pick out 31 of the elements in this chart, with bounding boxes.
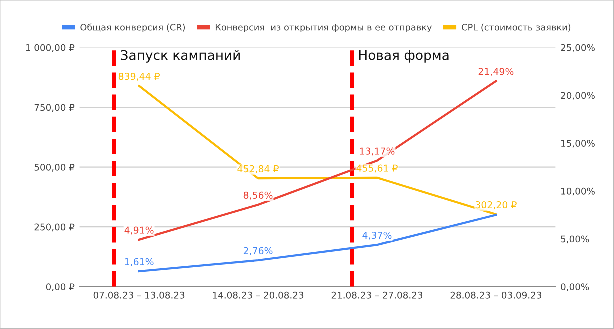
data-label: 302,20 ₽ (476, 201, 517, 210)
y2-tick-label: 5,00% (561, 236, 590, 244)
data-label: 455,61 ₽ (356, 164, 398, 173)
data-label: 839,44 ₽ (118, 72, 160, 82)
x-tick-label: 07.08.23 – 13.08.23 (94, 292, 185, 299)
x-tick-label: 21.08.23 – 27.08.23 (332, 292, 423, 299)
data-label: 4,91% (124, 226, 154, 235)
data-label: 13,17% (360, 148, 395, 156)
y-tick-label: 0,00 ₽ (46, 284, 75, 292)
y2-tick-label: 20,00% (561, 92, 595, 100)
y2-tick-label: 10,00% (562, 188, 595, 196)
data-label: 8,56% (244, 192, 273, 200)
x-tick-label: 14.08.23 – 20.08.23 (213, 292, 304, 299)
legend-label: CPL (стоимость заявки) (462, 24, 571, 32)
legend-label: Общая конверсия (CR) (80, 24, 186, 33)
y-tick-label: 750,00 ₽ (34, 104, 75, 112)
data-label: 1,61% (125, 258, 154, 266)
y-tick-label: 250,00 ₽ (34, 224, 75, 232)
data-label: 4,37% (362, 232, 392, 240)
y2-tick-label: 25,00% (561, 44, 595, 52)
y2-tick-label: 0,00% (561, 284, 590, 292)
data-label: 452,84 ₽ (238, 165, 279, 174)
y-tick-label: 500,00 ₽ (34, 164, 75, 172)
x-tick-label: 28.08.23 – 03.09.23 (450, 292, 542, 299)
data-label: 21,49% (478, 68, 514, 76)
ref-line-label: Запуск кампаний (121, 50, 240, 63)
ref-line-label: Новая форма (359, 50, 449, 63)
legend-label: Конверсия из открытия формы в ее отправку (216, 24, 432, 33)
y2-tick-label: 15,00% (562, 140, 595, 148)
data-label: 2,76% (244, 247, 273, 256)
y-tick-label: 1 000,00 ₽ (26, 44, 75, 52)
